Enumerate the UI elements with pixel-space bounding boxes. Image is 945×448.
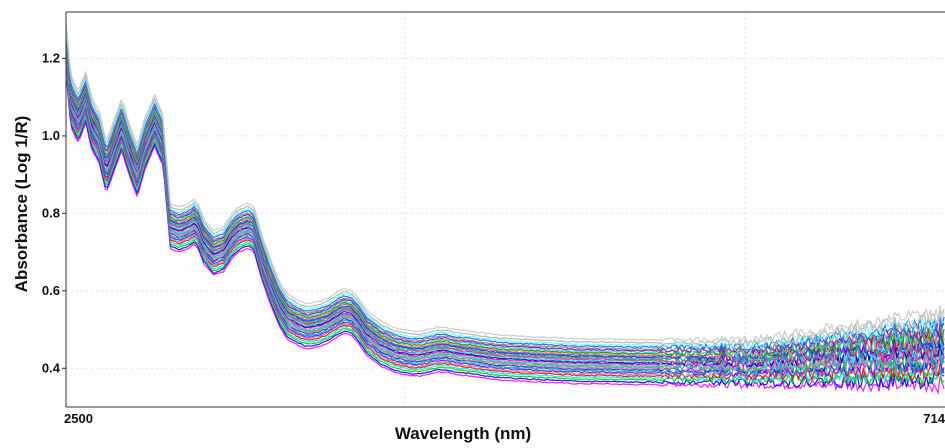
y-tick-label: 1.0 — [42, 128, 60, 143]
y-tick-label: 1.2 — [42, 50, 60, 65]
spectrum-series-line — [65, 49, 945, 369]
x-tick-label: 714 — [923, 411, 945, 426]
spectrum-series-line — [65, 39, 945, 359]
spectrum-series-line — [65, 24, 945, 347]
spectrum-series-line — [65, 44, 945, 366]
y-tick-label: 0.6 — [42, 283, 60, 298]
y-tick-labels: 0.4 0.6 0.8 1.0 1.2 — [42, 50, 66, 375]
spectrum-series-line — [65, 57, 945, 377]
y-tick-label: 0.8 — [42, 205, 60, 220]
spectrum-series-line — [65, 52, 945, 372]
spectrum-series-line — [65, 41, 945, 362]
spectrum-series-line — [65, 32, 945, 354]
grid — [66, 12, 945, 407]
y-tick-label: 0.4 — [42, 360, 61, 375]
x-axis-title: Wavelength (nm) — [395, 424, 531, 443]
x-tick-label: 2500 — [64, 411, 93, 426]
spectrum-series-line — [65, 55, 945, 373]
axes — [65, 11, 945, 408]
spectrum-series-line — [65, 33, 945, 356]
spectrum-series-line — [65, 36, 945, 358]
spectrum-series-line — [65, 48, 945, 368]
spectrum-series-line — [65, 62, 945, 382]
spectrum-series-line — [65, 56, 945, 374]
spectrum-series-line — [65, 20, 945, 345]
spectrum-series-line — [65, 35, 945, 356]
spectrum-series-line — [65, 70, 945, 390]
x-tick-labels: 2500 714 — [64, 411, 945, 426]
spectrum-series-line — [65, 40, 945, 361]
spectrum-series-line — [65, 29, 945, 352]
y-axis-title: Absorbance (Log 1/R) — [12, 116, 31, 293]
spectra-series-group — [65, 20, 945, 395]
spectrum-series-line — [65, 27, 945, 351]
